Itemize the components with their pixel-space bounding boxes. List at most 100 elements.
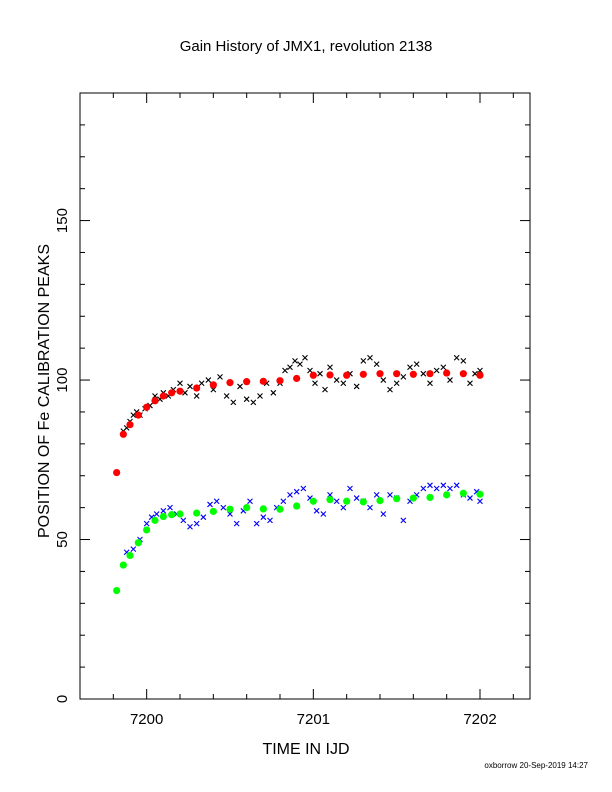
data-point: [426, 370, 434, 378]
data-point: [380, 377, 387, 383]
data-point: [340, 504, 347, 511]
data-point: [168, 389, 176, 397]
data-point: [113, 468, 121, 477]
data-point: [360, 358, 367, 364]
data-point: [347, 485, 353, 492]
y-tick-label: 50: [54, 531, 71, 548]
data-point: [243, 396, 250, 403]
data-point: [443, 491, 451, 499]
data-point: [409, 370, 417, 378]
data-point: [280, 498, 287, 505]
data-point: [126, 551, 134, 560]
chart-title: Gain History of JMX1, revolution 2138: [180, 38, 433, 55]
data-point: [207, 501, 213, 508]
x-axis-label: TIME IN IJD: [262, 741, 349, 758]
data-point: [433, 367, 440, 374]
data-point: [205, 377, 212, 383]
data-point: [226, 379, 234, 387]
data-point: [159, 512, 167, 521]
data-point: [440, 482, 447, 489]
data-point: [326, 371, 334, 379]
data-point: [160, 507, 167, 514]
data-point: [340, 380, 347, 387]
data-point: [220, 504, 227, 511]
data-point: [476, 371, 484, 379]
data-point: [177, 380, 183, 387]
data-point: [243, 504, 251, 512]
data-point: [233, 520, 240, 527]
data-point: [317, 370, 323, 377]
data-point: [200, 514, 207, 521]
data-point: [270, 389, 277, 396]
data-point: [209, 381, 217, 389]
data-point: [302, 354, 308, 361]
data-point: [230, 399, 237, 406]
data-point: [322, 386, 328, 393]
data-point: [387, 491, 393, 498]
data-point: [259, 377, 267, 385]
data-point: [407, 364, 413, 371]
data-point: [427, 380, 433, 387]
data-point: [287, 364, 293, 371]
data-point: [353, 495, 360, 501]
data-point: [159, 392, 167, 400]
data-point: [443, 369, 451, 377]
y-tick-label: 0: [54, 695, 71, 703]
y-tick-label: 150: [54, 208, 71, 233]
data-point: [467, 495, 473, 501]
data-point: [213, 498, 220, 505]
data-point: [309, 497, 317, 505]
data-point: [193, 509, 201, 517]
data-point: [459, 370, 467, 378]
data-point: [134, 539, 142, 547]
data-point: [167, 504, 173, 511]
data-point: [380, 511, 387, 517]
data-point: [427, 482, 433, 489]
data-point: [193, 520, 200, 527]
data-point: [187, 523, 193, 530]
data-point: [447, 485, 453, 492]
data-point: [176, 510, 184, 518]
data-point: [250, 399, 257, 406]
data-point: [187, 383, 193, 390]
data-point: [393, 380, 400, 387]
data-point: [292, 358, 298, 364]
data-point: [343, 371, 351, 379]
data-point: [459, 489, 467, 497]
data-point: [143, 526, 151, 534]
data-point: [176, 387, 184, 395]
data-point: [253, 520, 260, 527]
data-point: [193, 384, 201, 392]
data-point: [359, 370, 367, 378]
data-point: [393, 495, 401, 503]
data-point: [119, 561, 127, 569]
data-point: [367, 354, 373, 361]
data-point: [420, 370, 427, 377]
data-point: [276, 505, 284, 513]
data-point: [333, 498, 340, 505]
data-point: [297, 361, 303, 367]
data-point: [387, 386, 393, 393]
x-tick-label: 7200: [130, 711, 163, 728]
data-point: [209, 507, 217, 516]
footer-credit: oxborrow 20-Sep-2019 14:27: [484, 761, 588, 770]
data-point: [260, 514, 267, 521]
y-axis-label: POSITION OF Fe CALIBRATION PEAKS: [36, 244, 53, 538]
data-point: [282, 367, 288, 374]
data-point: [113, 586, 121, 595]
data-point: [267, 517, 273, 524]
data-point: [373, 361, 380, 367]
data-point: [367, 504, 373, 511]
data-point: [413, 361, 420, 367]
y-tick-label: 100: [54, 368, 71, 393]
axis-ticks: 0 50 100 150 7200 7201 7202: [54, 93, 530, 728]
series-2: [123, 482, 483, 556]
data-point: [243, 378, 251, 386]
data-point: [373, 491, 380, 498]
data-point: [293, 502, 301, 510]
data-point: [420, 485, 427, 492]
data-point: [460, 358, 467, 364]
data-point: [293, 374, 301, 383]
data-point: [376, 497, 384, 505]
